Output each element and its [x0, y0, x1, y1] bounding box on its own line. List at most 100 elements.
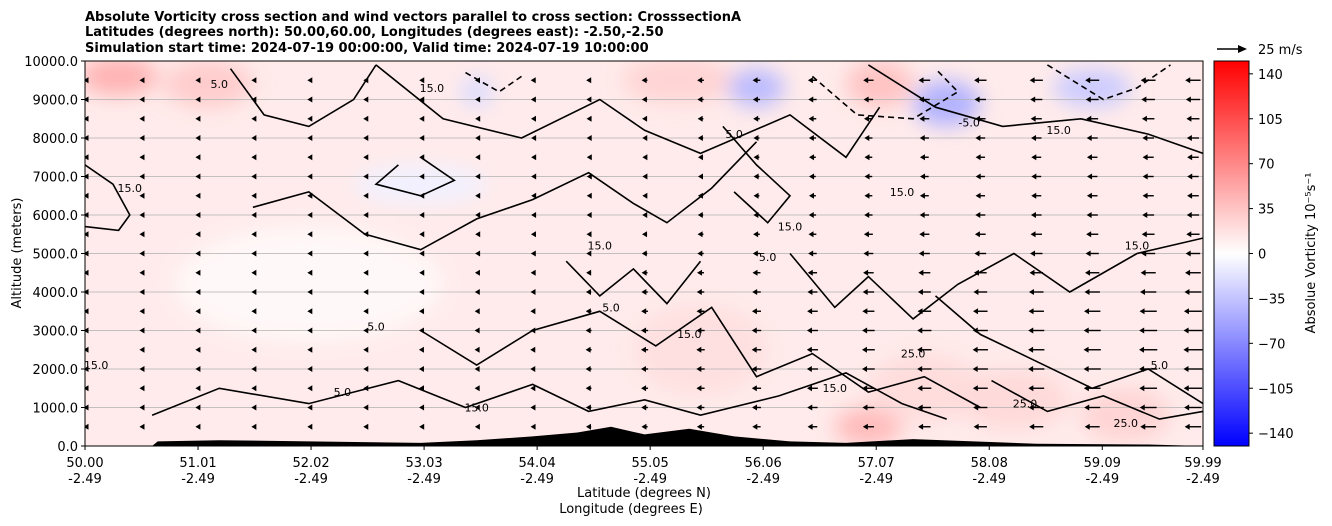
- wind-vector: [809, 154, 816, 161]
- wind-vector: [696, 289, 705, 295]
- wind-vector-head: [195, 154, 201, 161]
- wind-vector: [973, 289, 988, 295]
- wind-vector-head: [919, 192, 925, 199]
- wind-vector-head: [862, 385, 868, 392]
- wind-vector-head: [919, 115, 925, 122]
- wind-vector-head: [642, 154, 648, 161]
- wind-vector: [195, 115, 201, 122]
- wind-vector: [139, 308, 145, 315]
- wind-vector-head: [85, 192, 89, 199]
- wind-vector-head: [1087, 173, 1093, 180]
- wind-vector-head: [642, 212, 648, 218]
- wind-vector: [307, 327, 313, 334]
- wind-vector: [586, 423, 592, 430]
- wind-vector-head: [864, 135, 870, 141]
- wind-vector-head: [1083, 346, 1089, 353]
- wind-vector: [1186, 135, 1199, 141]
- wind-vector: [972, 327, 988, 334]
- wind-vector: [475, 96, 481, 103]
- wind-vector: [419, 115, 425, 122]
- wind-vector: [419, 212, 425, 218]
- wind-vector-head: [973, 404, 979, 411]
- wind-vector-head: [972, 385, 978, 392]
- wind-vector: [1187, 173, 1199, 180]
- wind-vector: [697, 173, 704, 180]
- wind-vector-head: [696, 327, 702, 334]
- wind-vector-head: [751, 346, 757, 353]
- wind-vector-head: [641, 250, 647, 257]
- wind-vector: [1185, 96, 1201, 103]
- wind-vector-head: [918, 250, 924, 257]
- wind-vector: [530, 346, 536, 353]
- wind-vector: [1083, 346, 1101, 353]
- wind-vector: [307, 77, 313, 84]
- wind-vector-head: [641, 289, 647, 295]
- wind-vector-head: [973, 289, 979, 295]
- wind-vector: [85, 192, 89, 199]
- wind-vector-head: [752, 250, 758, 257]
- wind-vector-head: [251, 77, 257, 84]
- wind-vector-head: [1139, 346, 1145, 353]
- wind-vector-head: [1086, 231, 1092, 238]
- wind-vector-head: [1140, 423, 1146, 430]
- wind-vector-head: [251, 269, 257, 276]
- wind-vector-head: [863, 269, 869, 276]
- wind-vector: [139, 385, 145, 392]
- wind-vector-head: [1186, 135, 1192, 141]
- wind-vector: [862, 423, 874, 430]
- wind-vector-head: [251, 192, 257, 199]
- contour-line-9: [991, 379, 1203, 420]
- wind-vector-head: [307, 192, 313, 199]
- wind-vector: [1183, 308, 1202, 315]
- wind-vector-head: [807, 404, 813, 411]
- wind-vector: [474, 289, 480, 295]
- wind-vector-head: [419, 154, 425, 161]
- wind-vector-head: [696, 289, 702, 295]
- wind-vector-head: [917, 308, 923, 315]
- x-tick-label-longitude: -2.49: [68, 472, 102, 487]
- quiver-key-label: 25 m/s: [1258, 43, 1303, 58]
- wind-vector-head: [85, 212, 89, 218]
- wind-vector: [1139, 308, 1157, 315]
- wind-vector-head: [139, 269, 145, 276]
- wind-vector-head: [585, 346, 591, 353]
- wind-vector: [1084, 308, 1101, 315]
- wind-vector: [419, 423, 425, 430]
- colorbar: 140 105 70 35 0 −35 −70 −105 −140 Absolue Vortic…: [1213, 60, 1319, 447]
- x-tick-label-longitude: -2.49: [181, 472, 215, 487]
- x-tick-label-latitude: 54.04: [519, 456, 556, 471]
- colorbar-tick-label: 35: [1258, 203, 1275, 218]
- wind-vector: [1140, 269, 1156, 276]
- wind-vector: [807, 77, 817, 84]
- wind-vector-head: [641, 269, 647, 276]
- wind-vector: [919, 154, 929, 161]
- wind-vector: [753, 192, 760, 199]
- colorbar-tick-label: 105: [1258, 113, 1283, 128]
- wind-vector: [1141, 231, 1155, 238]
- wind-vector-head: [807, 423, 813, 430]
- wind-vector: [1139, 346, 1158, 353]
- wind-vector-head: [419, 231, 425, 238]
- wind-vector: [85, 115, 89, 122]
- wind-vector-head: [474, 346, 480, 353]
- wind-vector: [973, 269, 987, 276]
- wind-vector: [1140, 77, 1156, 84]
- wind-vector-head: [307, 154, 313, 161]
- wind-vector: [864, 115, 873, 122]
- wind-vector: [697, 269, 704, 276]
- wind-vector: [419, 77, 425, 84]
- wind-vector: [251, 269, 257, 276]
- wind-vector-head: [251, 289, 257, 295]
- wind-vector: [475, 192, 481, 199]
- wind-vector-head: [251, 250, 257, 257]
- wind-vector: [363, 154, 369, 161]
- colorbar-tick-label: −70: [1258, 337, 1285, 352]
- wind-vector-head: [251, 366, 257, 372]
- wind-vector-head: [697, 250, 703, 257]
- wind-vector: [1184, 404, 1202, 411]
- wind-vector-head: [586, 173, 592, 180]
- wind-vector: [586, 77, 592, 84]
- wind-vector-head: [475, 96, 481, 103]
- wind-vector: [1185, 77, 1201, 84]
- wind-vector: [85, 269, 89, 276]
